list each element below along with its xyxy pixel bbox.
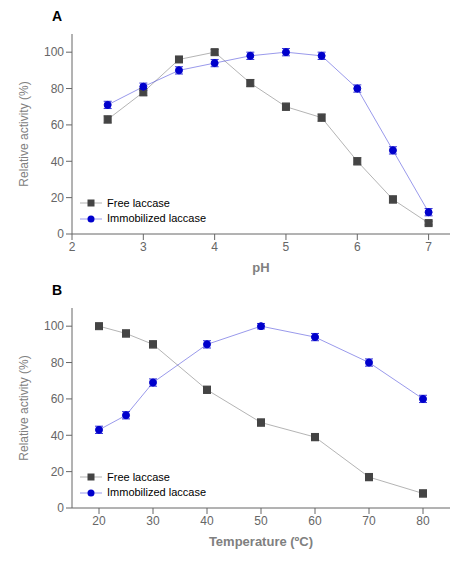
svg-text:80: 80 <box>51 82 65 96</box>
svg-text:3: 3 <box>140 240 147 254</box>
svg-text:7: 7 <box>425 240 432 254</box>
svg-text:Temperature (ºC): Temperature (ºC) <box>209 534 313 549</box>
svg-text:80: 80 <box>51 356 65 370</box>
svg-text:60: 60 <box>51 118 65 132</box>
svg-text:30: 30 <box>146 514 160 528</box>
svg-text:60: 60 <box>51 392 65 406</box>
svg-text:Relative activity (%): Relative activity (%) <box>17 81 31 186</box>
svg-text:20: 20 <box>51 191 65 205</box>
svg-text:0: 0 <box>57 501 64 515</box>
svg-text:5: 5 <box>283 240 290 254</box>
svg-text:80: 80 <box>416 514 430 528</box>
svg-text:2: 2 <box>69 240 76 254</box>
svg-text:40: 40 <box>200 514 214 528</box>
svg-text:50: 50 <box>254 514 268 528</box>
svg-text:Relative activity (%): Relative activity (%) <box>17 355 31 460</box>
svg-text:20: 20 <box>92 514 106 528</box>
svg-text:0: 0 <box>57 227 64 241</box>
html-text:Immobilized laccase: Immobilized laccase <box>107 212 206 224</box>
svg-text:20: 20 <box>51 465 65 479</box>
svg-text:pH: pH <box>252 260 269 275</box>
svg-text:100: 100 <box>44 45 64 59</box>
svg-text:6: 6 <box>354 240 361 254</box>
svg-text:40: 40 <box>51 429 65 443</box>
svg-text:100: 100 <box>44 319 64 333</box>
html-text:B: B <box>52 282 63 298</box>
svg-text:70: 70 <box>362 514 376 528</box>
html-text:Immobilized laccase: Immobilized laccase <box>107 486 206 498</box>
html-text:Free laccase: Free laccase <box>107 470 170 483</box>
svg-text:40: 40 <box>51 155 65 169</box>
svg-text:60: 60 <box>308 514 322 528</box>
html-text:Free laccase: Free laccase <box>107 196 170 209</box>
html-text:A: A <box>52 8 63 24</box>
svg-text:4: 4 <box>211 240 218 254</box>
